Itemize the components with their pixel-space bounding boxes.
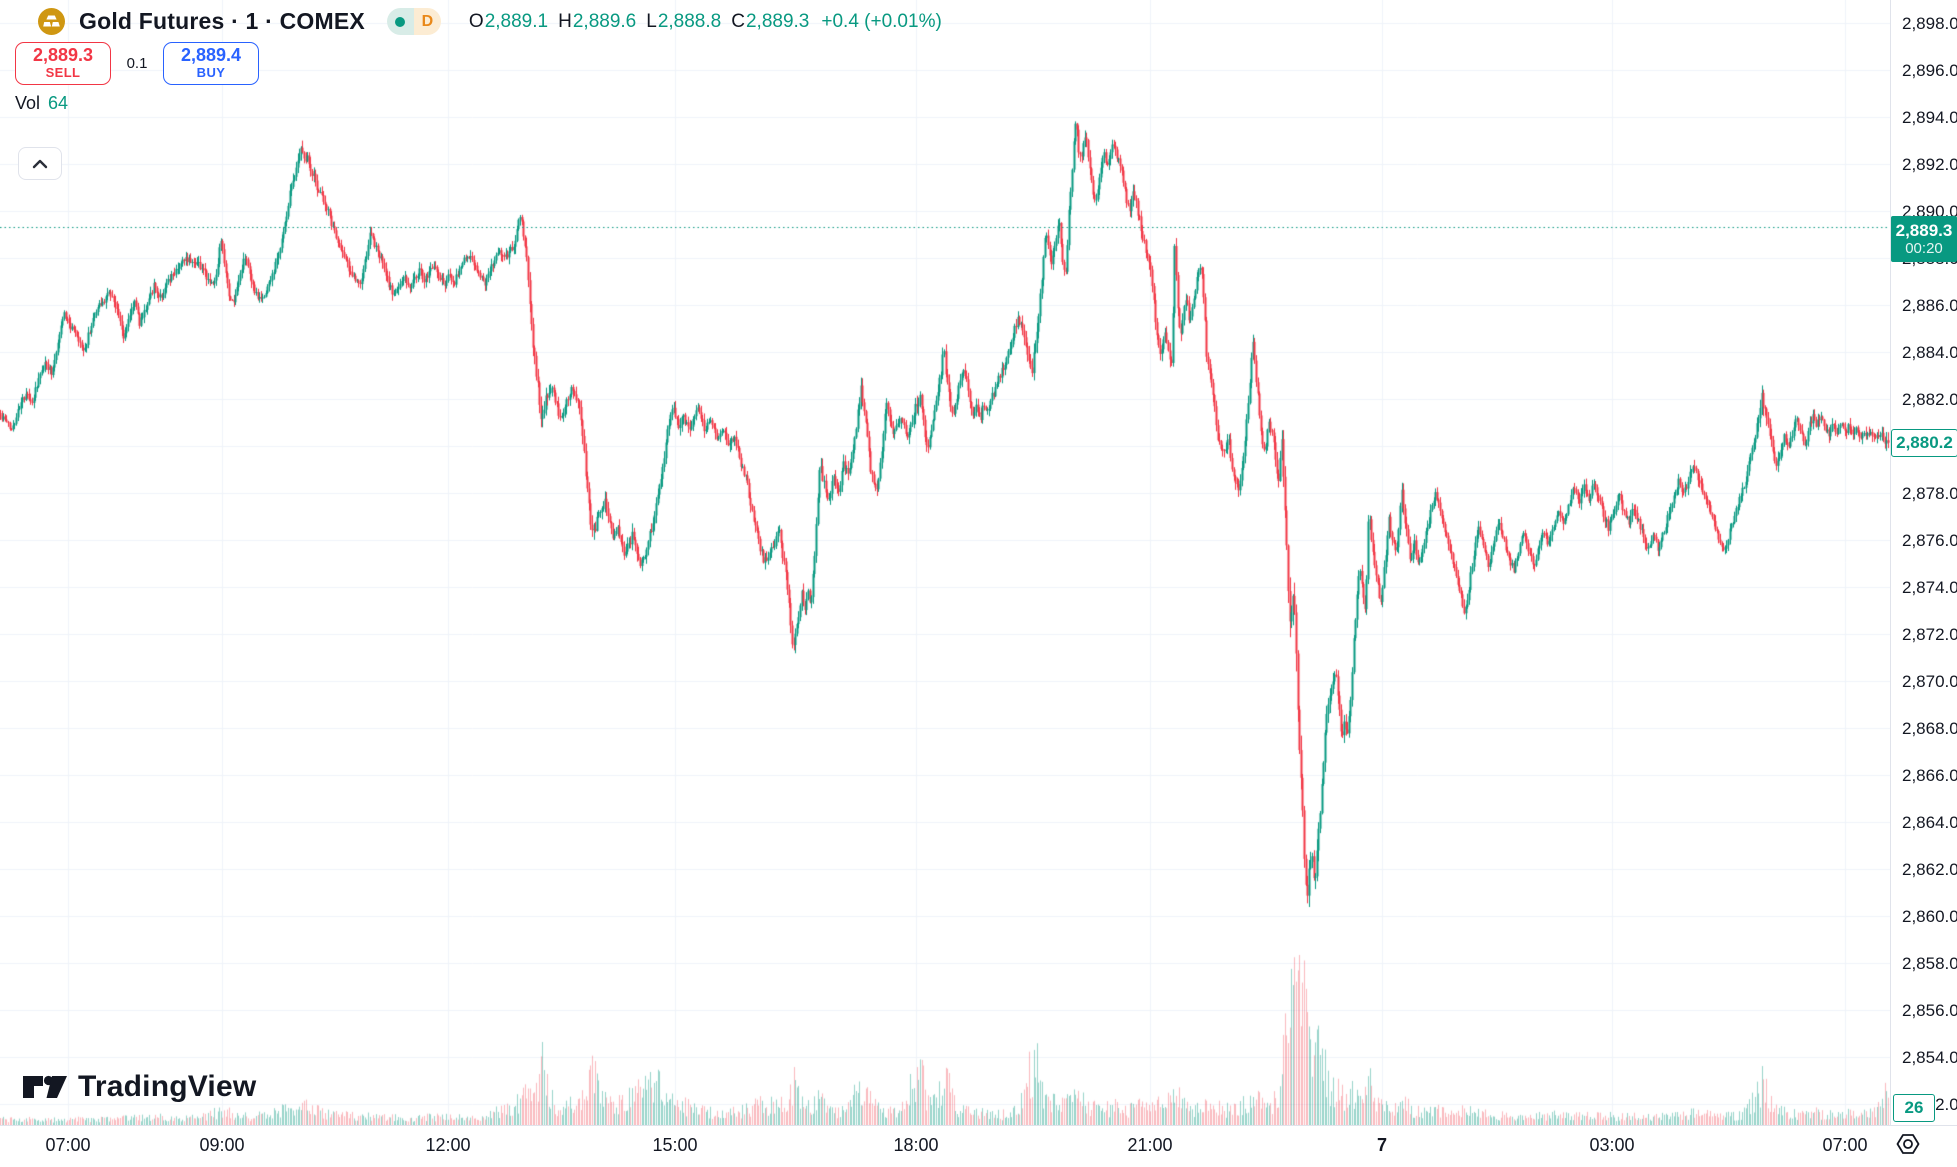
- market-open-dot-icon: [395, 16, 406, 27]
- gold-bars-glyph: [43, 15, 60, 27]
- price-axis-label: 2,892.0: [1902, 155, 1957, 174]
- sell-label: SELL: [45, 65, 81, 81]
- time-axis-label: 7: [1376, 1135, 1388, 1155]
- volume-legend[interactable]: Vol 64: [15, 93, 68, 114]
- sell-button[interactable]: 2,889.3 SELL: [15, 42, 111, 85]
- volume-value: 64: [48, 93, 69, 113]
- sell-price: 2,889.3: [32, 45, 94, 66]
- tradingview-watermark[interactable]: TradingView: [22, 1070, 256, 1104]
- time-axis-label: 07:00: [45, 1135, 91, 1155]
- price-axis-label: 2,884.0: [1902, 343, 1957, 362]
- symbol-title[interactable]: Gold Futures · 1 · COMEX: [79, 8, 365, 34]
- price-axis-label: 2,894.0: [1902, 108, 1957, 127]
- chart-pane[interactable]: [0, 0, 1890, 1125]
- volume-key: Vol: [15, 93, 41, 113]
- last-price-value: 2,889.3: [1895, 220, 1953, 240]
- price-axis-label: 2,858.0: [1902, 954, 1957, 973]
- close-value: 2,889.3: [745, 10, 810, 32]
- daily-interval-segment: D: [413, 8, 441, 35]
- last-price-badge[interactable]: 2,889.3 00:20: [1891, 216, 1957, 262]
- visible-close-badge: 2,880.2: [1891, 429, 1957, 457]
- price-axis-label: 2,868.0: [1902, 719, 1957, 738]
- order-panel: 2,889.3 SELL 0.1 2,889.4 BUY: [15, 42, 259, 85]
- time-axis[interactable]: 07:00 09:00 12:00 15:00 18:00 21:00 7 03:00 07:0…: [0, 1125, 1957, 1167]
- price-axis-label: 2,864.0: [1902, 813, 1957, 832]
- time-axis-label: 21:00: [1127, 1135, 1173, 1155]
- low-value: 2,888.8: [657, 10, 722, 32]
- axis-settings-button[interactable]: [1893, 1129, 1923, 1159]
- price-axis-label: 2,896.0: [1902, 61, 1957, 80]
- spread-value: 0.1: [126, 55, 148, 72]
- ohlc-readout: O 2,889.1 H 2,889.6 L 2,888.8 C 2,889.3 +0.4…: [469, 11, 942, 33]
- price-axis-label: 2,862.0: [1902, 860, 1957, 879]
- settings-hexagon-icon: [1896, 1134, 1920, 1154]
- price-axis-label: 2,870.0: [1902, 672, 1957, 691]
- tradingview-logo-text: TradingView: [78, 1070, 257, 1103]
- low-key: L: [646, 10, 657, 32]
- price-axis-label: 2,898.0: [1902, 14, 1957, 33]
- change-value: +0.4 (+0.01%): [821, 10, 942, 32]
- volume-axis-value: 26: [1904, 1098, 1924, 1117]
- buy-label: BUY: [196, 65, 226, 81]
- volume-axis-badge: 26: [1893, 1094, 1935, 1122]
- price-axis-label: 2,878.0: [1902, 484, 1957, 503]
- candlestick-chart-canvas[interactable]: [0, 0, 1890, 1125]
- time-axis-label: 03:00: [1589, 1135, 1635, 1155]
- price-axis-label: 2,856.0: [1902, 1001, 1957, 1020]
- price-axis-label: 2,886.0: [1902, 296, 1957, 315]
- close-key: C: [731, 10, 745, 32]
- price-axis[interactable]: 2,898.02,896.02,894.02,892.02,890.02,888…: [1890, 0, 1957, 1125]
- price-axis-label: 2,876.0: [1902, 531, 1957, 550]
- symbol-legend: Gold Futures · 1 · COMEX D O 2,889.1 H 2,8…: [38, 8, 942, 35]
- high-value: 2,889.6: [572, 10, 637, 32]
- price-axis-label: 2,866.0: [1902, 766, 1957, 785]
- gold-symbol-icon[interactable]: [38, 8, 65, 35]
- time-axis-label: 09:00: [199, 1135, 245, 1155]
- visible-close-value: 2,880.2: [1896, 433, 1953, 452]
- open-key: O: [468, 10, 484, 32]
- price-axis-label: 2,872.0: [1902, 625, 1957, 644]
- time-axis-label: 12:00: [425, 1135, 471, 1155]
- chevron-up-icon: [32, 159, 48, 168]
- tradingview-logo-icon: [23, 1075, 67, 1098]
- high-key: H: [558, 10, 572, 32]
- time-axis-label: 15:00: [652, 1135, 698, 1155]
- time-axis-label: 18:00: [893, 1135, 939, 1155]
- buy-price: 2,889.4: [180, 45, 242, 66]
- open-value: 2,889.1: [484, 10, 549, 32]
- price-axis-label: 2,854.0: [1902, 1048, 1957, 1067]
- time-axis-label: 07:00: [1822, 1135, 1868, 1155]
- price-axis-label: 2,860.0: [1902, 907, 1957, 926]
- bar-countdown: 00:20: [1905, 240, 1943, 258]
- market-status-segment: [386, 8, 414, 35]
- collapse-legend-button[interactable]: [18, 147, 62, 180]
- buy-button[interactable]: 2,889.4 BUY: [163, 42, 259, 85]
- price-axis-label: 2,874.0: [1902, 578, 1957, 597]
- price-axis-label: 2,882.0: [1902, 390, 1957, 409]
- session-status-pill[interactable]: D: [386, 8, 441, 35]
